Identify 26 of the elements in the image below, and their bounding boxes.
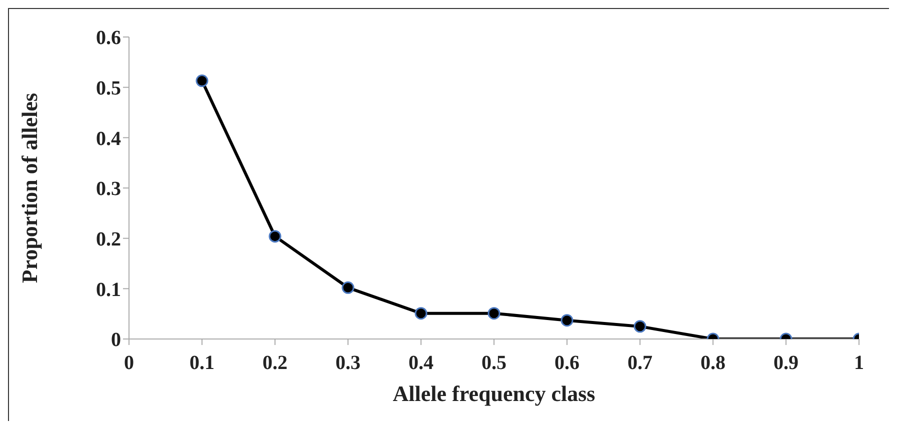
y-tick-label: 0.1 xyxy=(96,278,121,301)
point xyxy=(196,74,208,88)
y-tick-label: 0.6 xyxy=(96,27,121,50)
x-tick-label: 0.4 xyxy=(408,352,434,374)
point xyxy=(488,307,500,320)
y-tick-label: 0.2 xyxy=(96,228,121,250)
point xyxy=(634,320,646,333)
point xyxy=(414,307,428,320)
x-tick-label: 0.6 xyxy=(554,352,580,374)
y-tick-label: 0 xyxy=(111,329,121,352)
point xyxy=(560,314,574,327)
x-tick-label: 0.5 xyxy=(482,352,506,374)
x-tick-label: 0.9 xyxy=(774,352,798,374)
x-tick-label: 0.1 xyxy=(190,352,214,374)
y-tick-label: 0.4 xyxy=(96,128,121,150)
point xyxy=(268,230,282,243)
x-tick-label: 0.3 xyxy=(336,352,360,374)
x-tick-label: 0.2 xyxy=(262,352,288,374)
x-tick-label: 1 xyxy=(854,352,864,374)
point xyxy=(342,281,354,294)
y-tick-label: 0.3 xyxy=(96,178,121,200)
y-axis-title: Proportion of alleles xyxy=(16,92,42,284)
x-tick-label: 0.8 xyxy=(700,352,726,374)
y-tick-label: 0.5 xyxy=(96,77,121,100)
x-tick-label: 0.7 xyxy=(628,352,652,374)
x-axis-title: Allele frequency class xyxy=(392,381,596,406)
